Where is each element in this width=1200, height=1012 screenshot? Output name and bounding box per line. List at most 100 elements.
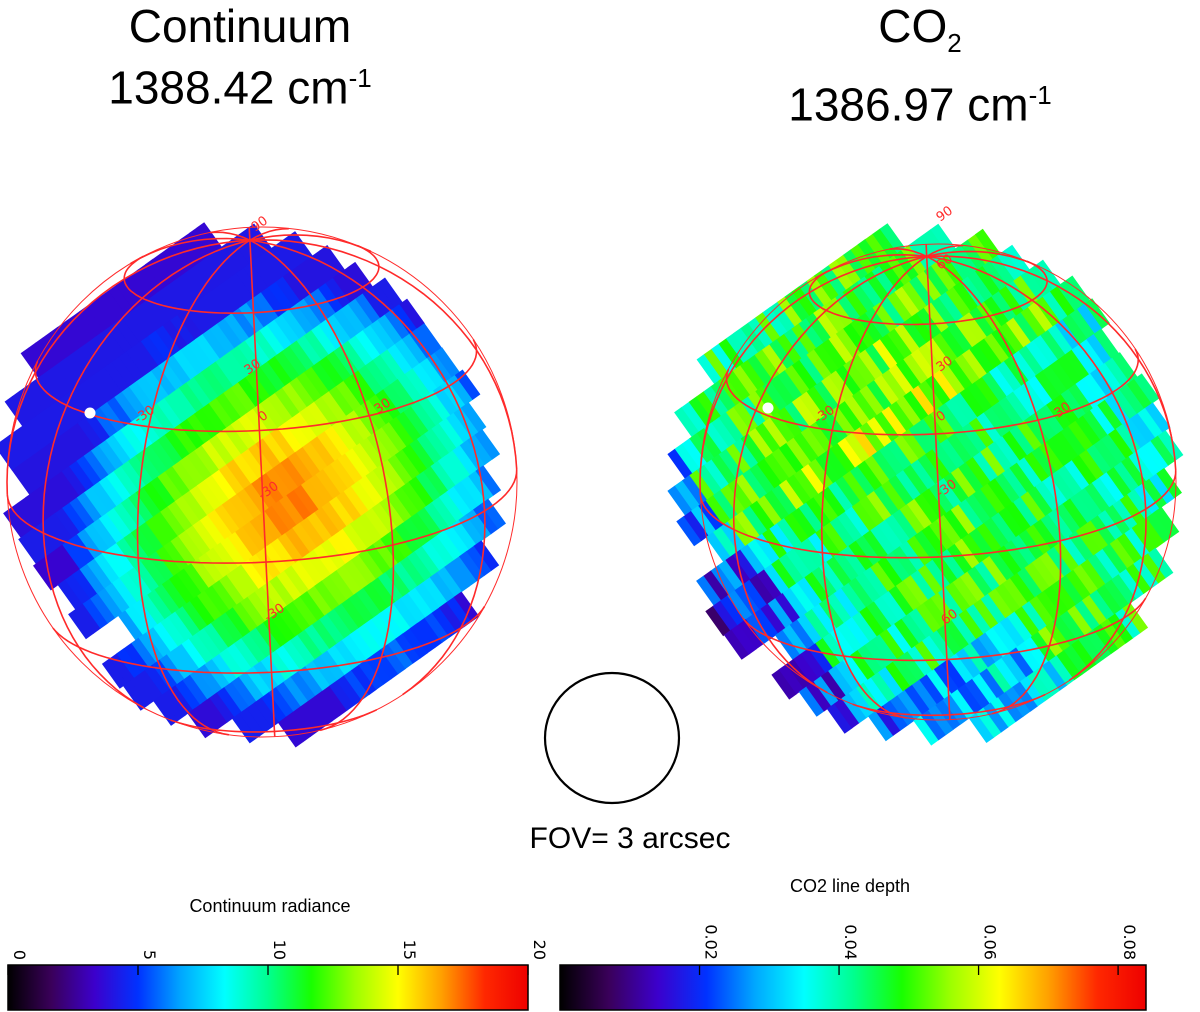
map-pixel [965,493,992,525]
map-pixel [199,293,225,325]
map-pixel [1137,407,1164,439]
map-pixel [153,621,179,653]
map-pixel [33,560,59,591]
map-pixel [349,629,375,660]
map-pixel [868,710,894,742]
map-pixel [431,496,458,528]
map-pixel [228,272,255,304]
map-pixel [1130,412,1156,444]
continuum-title-wavenumber: 1388.42 cm-1 [108,61,372,114]
map-pixel [394,522,421,554]
map-pixel [164,465,191,497]
map-pixel [985,627,1011,658]
map-pixel [931,297,957,328]
map-pixel [967,270,994,302]
map-pixel [1100,618,1127,649]
map-pixel [907,498,933,530]
map-pixel [194,333,221,365]
map-pixel [733,401,759,432]
map-pixel [1059,610,1086,641]
map-pixel [149,403,176,434]
map-pixel [769,375,796,406]
map-pixel [108,542,135,574]
map-pixel [741,579,768,610]
map-pixel [337,453,364,484]
continuum-latlon-grid [6,226,518,738]
map-pixel [329,569,355,601]
map-pixel [340,303,367,335]
map-pixel [938,291,964,323]
map-pixel [380,643,406,675]
map-pixel [918,380,944,411]
map-pixel [740,433,767,464]
map-pixel [238,413,264,445]
map-pixel [283,676,309,707]
map-pixel [820,486,847,517]
map-pixel [341,634,368,665]
map-pixel [364,507,391,539]
map-pixel [297,629,323,660]
map-pixel [793,432,820,463]
map-pixel [229,493,255,525]
map-pixel [183,563,210,594]
map-pixel [1055,319,1081,350]
map-pixel [718,411,745,443]
map-pixel [1065,569,1092,600]
map-pixel [862,566,889,598]
map-pixel [292,596,318,627]
map-pixel [274,350,301,382]
map-pixel [258,472,285,504]
map-pixel [982,555,1008,587]
map-pixel [196,222,222,253]
map-pixel [798,317,825,349]
map-pixel [32,486,58,518]
map-pixel [17,497,44,528]
map-pixel [414,545,441,577]
map-pixel [950,467,977,498]
map-pixel [143,296,170,328]
map-pixel [913,715,939,746]
map-pixel [227,531,254,563]
map-pixel [950,504,977,535]
map-pixel [312,618,338,650]
longitude-line [925,256,951,720]
map-pixel [239,707,265,739]
map-pixel [304,624,331,655]
map-pixel [961,422,988,454]
map-pixel [175,679,201,711]
map-pixel [117,610,144,641]
map-pixel [209,249,236,281]
map-pixel [947,359,973,390]
map-pixel [206,288,233,320]
map-pixel [842,470,869,502]
map-pixel [954,353,981,385]
co2-colorbar-bar [559,964,1147,1011]
map-pixel [799,391,825,422]
map-pixel [881,590,907,622]
map-pixel [393,486,420,518]
map-pixel [172,423,198,455]
map-pixel [921,488,948,519]
map-pixel [139,594,166,625]
map-pixel [267,355,293,387]
map-pixel [778,553,805,584]
map-pixel [381,421,408,453]
map-pixel [1033,334,1059,366]
map-pixel [1141,478,1168,509]
map-pixel [238,302,265,333]
map-pixel [280,236,306,267]
map-pixel [841,692,867,724]
map-pixel [377,314,403,345]
map-pixel [82,377,108,408]
map-pixel [200,366,227,397]
map-pixel [1019,675,1046,707]
map-pixel [932,369,959,401]
map-pixel [1157,430,1184,461]
map-pixel [48,438,74,469]
map-pixel [19,459,45,490]
map-pixel [967,566,993,597]
map-pixel [194,702,221,734]
map-pixel [996,361,1022,392]
map-pixel [945,581,971,613]
map-pixel [176,568,203,599]
